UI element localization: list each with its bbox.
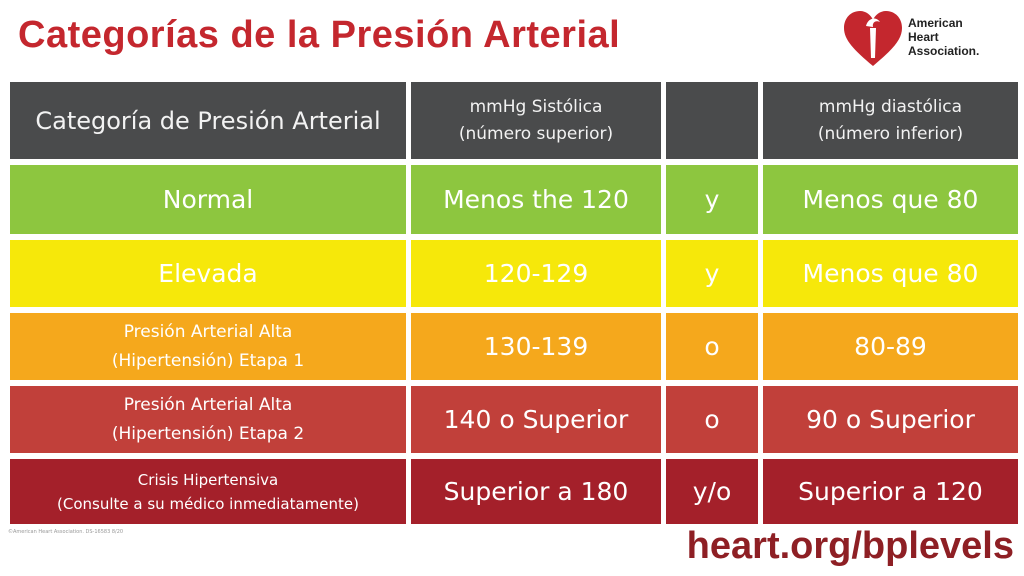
copyright-note: ©American Heart Association. DS-16583 8/… xyxy=(8,529,124,535)
heart-torch-icon xyxy=(844,11,902,66)
header-diastolic-line2: (número inferior) xyxy=(817,123,964,144)
row-stage2-systolic: 140 o Superior xyxy=(411,386,661,453)
row-crisis-category: Crisis Hipertensiva (Consulte a su médic… xyxy=(10,459,406,524)
row-crisis-systolic: Superior a 180 xyxy=(411,459,661,524)
row-elevated-diastolic: Menos que 80 xyxy=(763,240,1018,307)
row-stage2-category: Presión Arterial Alta (Hipertensión) Eta… xyxy=(10,386,406,453)
aha-logo: American Heart Association. xyxy=(838,8,1018,68)
row-crisis-category-line1: Crisis Hipertensiva xyxy=(137,470,279,489)
row-crisis-category-line2: (Consulte a su médico inmediatamente) xyxy=(57,494,359,513)
row-stage2-diastolic: 90 o Superior xyxy=(763,386,1018,453)
logo-line-2: Heart xyxy=(908,30,939,44)
row-stage1-category-line2: (Hipertensión) Etapa 1 xyxy=(111,350,305,371)
row-stage1-category: Presión Arterial Alta (Hipertensión) Eta… xyxy=(10,313,406,380)
row-crisis-diastolic: Superior a 120 xyxy=(763,459,1018,524)
row-normal-connector: y xyxy=(666,165,758,234)
row-stage1-category-line1: Presión Arterial Alta xyxy=(123,321,293,342)
header-diastolic-line1: mmHg diastólica xyxy=(818,96,963,117)
row-elevated-systolic: 120-129 xyxy=(411,240,661,307)
row-normal-systolic: Menos the 120 xyxy=(411,165,661,234)
header-category: Categoría de Presión Arterial xyxy=(10,82,406,159)
row-stage2-category-line1: Presión Arterial Alta xyxy=(123,394,293,415)
row-elevated-category: Elevada xyxy=(10,240,406,307)
row-stage1-connector: o xyxy=(666,313,758,380)
header-systolic-line2: (número superior) xyxy=(458,123,614,144)
header-diastolic: mmHg diastólica (número inferior) xyxy=(763,82,1018,159)
header-systolic: mmHg Sistólica (número superior) xyxy=(411,82,661,159)
row-stage1-systolic: 130-139 xyxy=(411,313,661,380)
header-systolic-line1: mmHg Sistólica xyxy=(469,96,603,117)
row-stage2-category-line2: (Hipertensión) Etapa 2 xyxy=(111,423,305,444)
website-url: heart.org/bplevels xyxy=(686,525,1014,567)
logo-line-3: Association. xyxy=(908,44,980,58)
row-stage1-diastolic: 80-89 xyxy=(763,313,1018,380)
logo-line-1: American xyxy=(908,16,963,30)
row-normal-diastolic: Menos que 80 xyxy=(763,165,1018,234)
row-elevated-connector: y xyxy=(666,240,758,307)
row-normal-category: Normal xyxy=(10,165,406,234)
page-title: Categorías de la Presión Arterial xyxy=(18,14,621,56)
row-stage2-connector: o xyxy=(666,386,758,453)
header-connector xyxy=(666,82,758,159)
row-crisis-connector: y/o xyxy=(666,459,758,524)
